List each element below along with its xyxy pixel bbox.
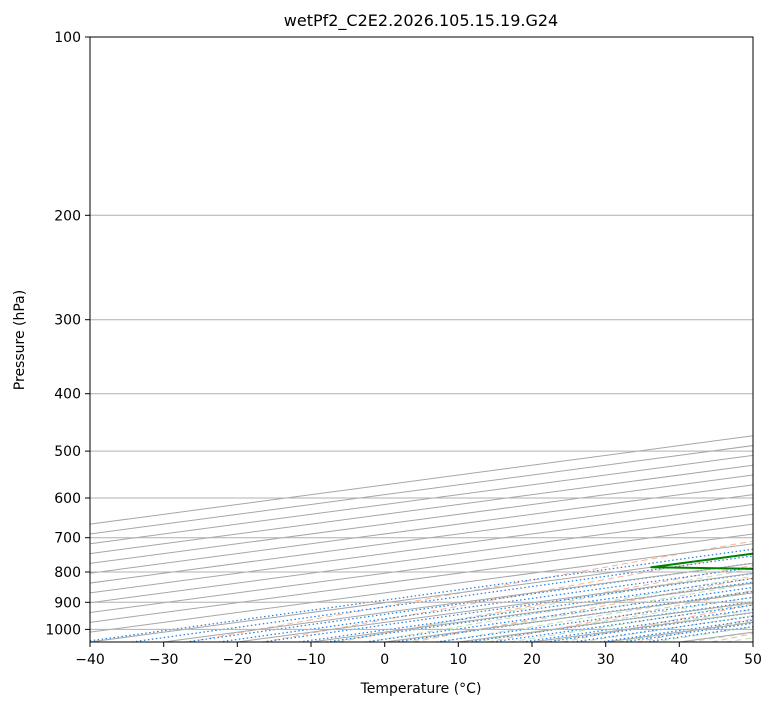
x-tick-label: −20 — [223, 652, 253, 668]
y-tick-label: 400 — [54, 387, 81, 403]
y-axis-label: Pressure (hPa) — [12, 290, 28, 390]
y-tick-label: 500 — [54, 444, 81, 460]
isotherm-line — [90, 454, 753, 545]
chart-title: wetPf2_C2E2.2026.105.15.19.G24 — [284, 11, 558, 31]
isotherm-line — [90, 503, 753, 594]
mixing-ratio-line — [131, 555, 753, 642]
isotherm-line — [90, 484, 753, 574]
dry-adiabat-line — [487, 590, 753, 642]
dry-adiabat-line — [263, 552, 753, 642]
mixing-ratio-line — [299, 577, 753, 642]
y-tick-label: 200 — [54, 208, 81, 224]
y-tick-label: 600 — [54, 491, 81, 507]
mixing-ratio-line — [326, 581, 753, 642]
plot-frame — [89, 36, 754, 643]
isotherm-line — [90, 513, 753, 604]
plot-area: 0.10.20.40.611.52346810131620253036-100-… — [90, 37, 753, 642]
moist-adiabat-line — [473, 596, 753, 642]
y-tick-label: 100 — [54, 30, 81, 46]
x-tick-label: 30 — [597, 652, 615, 668]
isotherm-line — [90, 474, 753, 564]
moist-adiabat-line — [403, 582, 753, 642]
mixing-ratio-line — [262, 572, 753, 642]
isotherm-line — [90, 494, 753, 584]
x-tick-label: 20 — [523, 652, 541, 668]
x-tick-label: −10 — [296, 652, 326, 668]
moist-adiabat-line — [367, 575, 753, 642]
y-tick-label: 700 — [54, 531, 81, 547]
mixing-ratio-line — [365, 586, 753, 642]
isotherm-line — [90, 533, 753, 623]
x-tick-label: 40 — [670, 652, 688, 668]
y-tick-label: 1000 — [45, 622, 81, 638]
isotherm-line — [90, 464, 753, 555]
x-tick-label: 10 — [449, 652, 467, 668]
y-tick-label: 900 — [54, 595, 81, 611]
x-tick-label: −40 — [75, 652, 105, 668]
isotherm-line — [90, 523, 753, 614]
x-tick-label: 50 — [744, 652, 762, 668]
x-tick-label: 0 — [380, 652, 389, 668]
y-tick-label: 800 — [54, 565, 81, 581]
x-tick-label: −30 — [149, 652, 179, 668]
y-tick-label: 300 — [54, 313, 81, 329]
x-axis-label: Temperature (°C) — [360, 681, 482, 697]
